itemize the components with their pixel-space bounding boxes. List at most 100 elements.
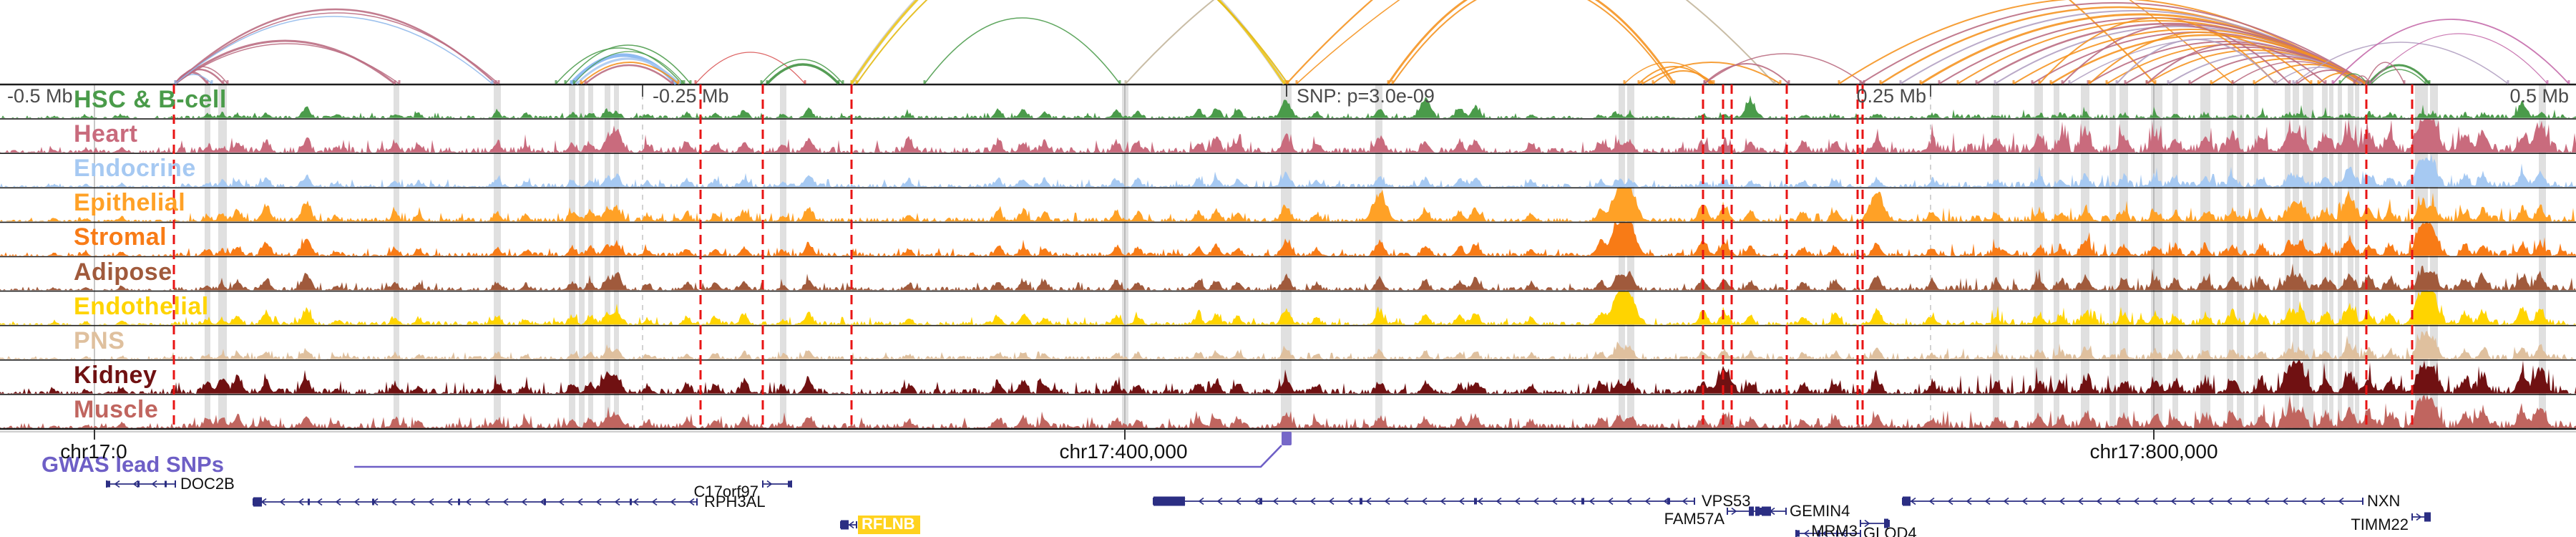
gene-exon-block [788,480,791,488]
strand-arrow-icon [1864,519,1870,528]
arc-foot [206,80,209,84]
lead-snp-marker[interactable] [1282,432,1292,445]
arc-foot [2358,80,2361,84]
interaction-arc [1704,63,1790,84]
arc-foot [575,80,578,84]
arc-foot [1879,80,1882,84]
arc-foot [491,80,494,84]
interaction-arc [573,51,685,84]
interaction-arc [2089,32,2312,84]
arc-foot [1285,80,1288,84]
strand-arrow-icon [391,498,397,506]
strand-arrow-icon [2301,497,2307,505]
interaction-arc [2050,34,2366,85]
interaction-arc [2039,17,2276,84]
strand-arrow-icon [1928,497,1935,505]
arc-foot [2567,80,2570,84]
strand-arrow-icon [633,498,639,506]
arc-foot [210,80,213,84]
interaction-arc [856,0,1289,84]
arc-foot [1859,80,1862,84]
strand-arrow-icon [558,498,565,506]
strand-arrow-icon [848,521,854,529]
arc-foot [2145,80,2148,84]
gene-annotations [106,480,2431,537]
arc-foot [2367,80,2370,84]
interaction-arc [1838,0,2362,84]
strand-arrow-icon [1682,497,1688,505]
strand-arrow-icon [2282,497,2288,505]
arc-foot [760,80,763,84]
arc-foot [1975,80,1978,84]
interaction-arc [1387,0,1676,84]
arc-foot [1899,80,1902,84]
arc-foot [174,80,177,84]
arc-foot [570,80,572,84]
arc-foot [572,80,575,84]
arc-foot [1623,80,1626,84]
arc-foot [2507,80,2509,84]
interaction-arc [175,39,396,85]
interaction-arc [695,52,806,84]
interaction-arc [175,12,499,84]
interaction-arc [924,17,1121,84]
gene-gemin4 [1761,506,1787,516]
interaction-arc [1704,53,1865,84]
interaction-arc [2332,19,2570,84]
gene-c17orf97 [762,480,792,488]
arc-foot [766,80,769,84]
arc-foot [671,80,674,84]
strand-arrow-icon [1626,497,1632,505]
strand-arrow-icon [2170,497,2177,505]
strand-arrow-icon [2133,497,2140,505]
arc-foot [677,80,680,84]
signal-tracks [0,95,2576,428]
strand-arrow-icon [2059,497,2065,505]
strand-arrow-icon [316,498,323,506]
arc-foot [555,80,557,84]
gene-exon-block [1474,498,1477,505]
strand-arrow-icon [279,498,286,506]
arc-foot [1919,80,1922,84]
gene-rph3al [253,497,698,507]
arc-foot [2353,80,2356,84]
gene-exon-block [372,498,374,505]
coordinate-ticks [94,429,2155,440]
strand-arrow-icon [1644,497,1651,505]
gene-nxn [1902,496,2363,506]
strand-arrow-icon [1966,497,1972,505]
strand-arrow-icon [2226,497,2233,505]
strand-arrow-icon [353,498,360,506]
strand-arrow-icon [2114,497,2121,505]
interaction-arc [2318,72,2366,84]
interaction-arc [175,43,400,84]
interaction-arc [761,59,844,84]
interaction-arc [555,47,683,84]
interaction-arc [2366,62,2405,84]
strand-arrow-icon [1533,497,1539,505]
signal-kidney [0,360,2576,394]
arc-foot [2061,80,2064,84]
arc-foot [678,80,681,84]
gene-exon-block [1667,498,1670,505]
interaction-arc [2146,43,2326,84]
gene-exon-block [458,498,460,505]
strand-arrow-icon [1607,497,1614,505]
arc-foot [1787,80,1790,84]
arc-foot [2317,80,2320,84]
signal-epithelial [0,188,2576,222]
strand-arrow-icon [1198,497,1204,505]
strand-arrow-icon [2319,497,2326,505]
gene-exon-block [1153,496,1185,506]
interaction-arc [175,16,493,84]
strand-arrow-icon [335,498,341,506]
strand-arrow-icon [1328,497,1335,505]
arc-foot [680,80,683,84]
strand-arrow-icon [1365,497,1372,505]
arc-foot [584,80,587,84]
interaction-arc [1392,0,1672,84]
gene-exon-block [1581,498,1584,505]
gene-exon-block [841,520,849,530]
arc-foot [2274,80,2277,84]
